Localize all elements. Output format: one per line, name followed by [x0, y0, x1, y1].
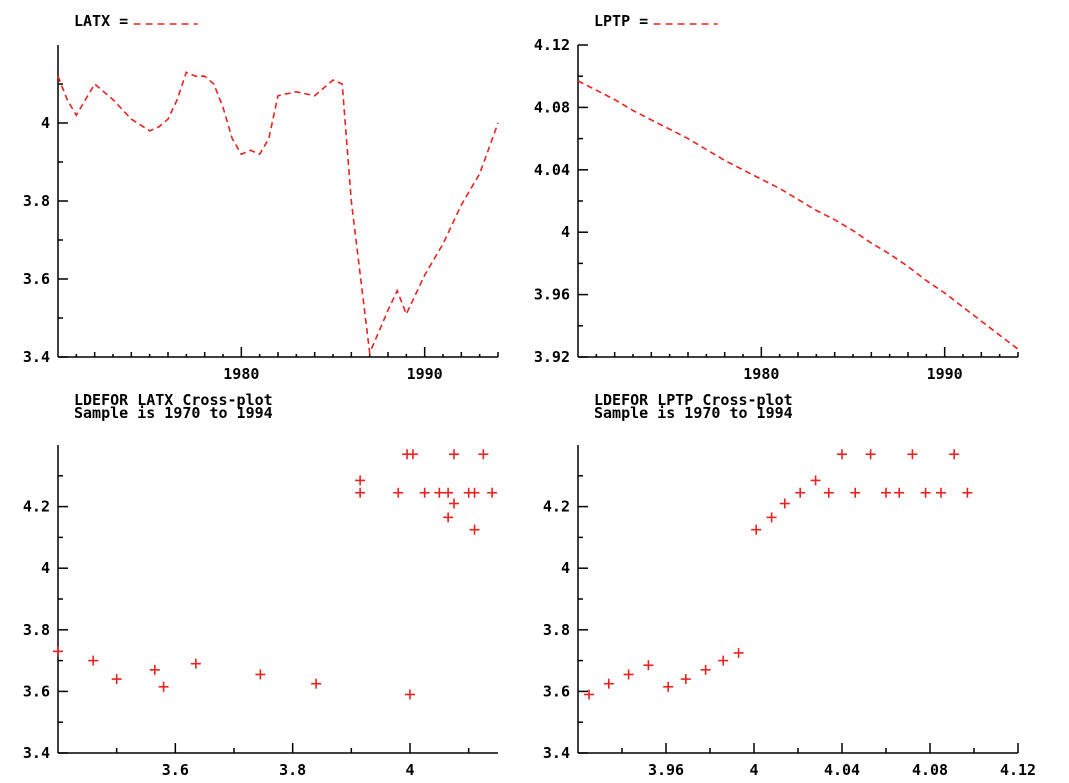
- scatter-point: [779, 498, 790, 509]
- scatter-point: [623, 669, 634, 680]
- scatter-point: [850, 487, 861, 498]
- y-tick-label: 4.2: [543, 498, 570, 516]
- scatter-point: [158, 681, 169, 692]
- scatter-point: [419, 487, 430, 498]
- series-line: [577, 80, 1019, 350]
- panel-title: LDEFOR LPTP Cross-plot: [594, 391, 793, 409]
- scatter-point: [469, 524, 480, 535]
- scatter-point: [907, 449, 918, 460]
- scatter-point: [88, 655, 99, 666]
- scatter-point: [449, 498, 459, 509]
- legend-label: LPTP =: [594, 12, 648, 30]
- x-tick-label: 3.96: [648, 761, 684, 779]
- scatter-point: [111, 674, 122, 685]
- x-tick-label: 1980: [223, 365, 259, 383]
- y-tick-label: 3.8: [543, 621, 570, 639]
- scatter-point: [962, 487, 973, 498]
- scatter-point: [393, 487, 404, 498]
- scatter-point: [920, 487, 931, 498]
- x-tick-label: 4: [405, 761, 414, 779]
- scatter-point: [663, 681, 674, 692]
- scatter-point: [190, 658, 201, 669]
- y-tick-label: 4: [561, 559, 570, 577]
- panel-3: 3.4 3.6 3.8 4 4.2 3.6 3.8 4 LDEFOR LATX Cross-pl…: [23, 391, 498, 779]
- panel-4: 3.4 3.6 3.8 4 4.2 3.96 4 4.04 4.08 4.12 LDEFOR LPT…: [543, 391, 1036, 779]
- panel-subtitle: Sample is 1970 to 1994: [74, 404, 273, 422]
- scatter-point: [837, 449, 847, 460]
- scatter-point: [407, 449, 418, 460]
- y-tick-label: 3.4: [543, 744, 570, 762]
- scatter-point: [766, 512, 777, 523]
- scatter-point: [894, 487, 905, 498]
- scatter-point: [795, 487, 806, 498]
- x-tick-label: 1980: [743, 365, 779, 383]
- y-tick-label: 4.08: [534, 98, 570, 116]
- scatter-point: [865, 449, 876, 460]
- scatter-point: [823, 487, 834, 498]
- panel-2: 3.92 3.96 4 4.04 4.08 4.12 1980 1990 LPTP =: [534, 12, 1019, 383]
- scatter-point: [355, 487, 366, 498]
- scatter-point: [355, 475, 366, 486]
- y-tick-label: 3.92: [534, 348, 570, 366]
- scatter-point: [751, 524, 762, 535]
- y-tick-label: 3.6: [23, 270, 50, 288]
- scatter-point: [405, 689, 415, 700]
- x-tick-label: 3.8: [279, 761, 306, 779]
- scatter-point: [603, 678, 614, 689]
- scatter-point: [881, 487, 891, 498]
- scatter-point: [487, 487, 498, 498]
- x-tick-label: 4.12: [1000, 761, 1036, 779]
- y-tick-label: 4.04: [534, 161, 570, 179]
- scatter-point: [478, 449, 489, 460]
- scatter-point: [680, 674, 691, 685]
- y-tick-label: 3.6: [23, 682, 50, 700]
- y-tick-label: 4.12: [534, 36, 570, 54]
- y-tick-label: 3.4: [23, 744, 50, 762]
- scatter-point: [936, 487, 946, 498]
- series-line: [57, 71, 499, 357]
- y-tick-label: 4: [561, 223, 570, 241]
- scatter-point: [584, 689, 594, 700]
- y-tick-label: 3.96: [534, 286, 570, 304]
- x-tick-label: 3.6: [162, 761, 189, 779]
- scatter-point: [700, 664, 711, 675]
- scatter-point: [949, 449, 960, 460]
- legend-label: LATX =: [74, 12, 128, 30]
- scatter-point: [733, 647, 744, 658]
- y-tick-label: 3.6: [543, 682, 570, 700]
- x-tick-label: 4.08: [912, 761, 948, 779]
- x-tick-label: 4: [749, 761, 758, 779]
- scatter-point: [311, 678, 322, 689]
- y-tick-label: 4: [41, 559, 50, 577]
- panel-1: 3.4 3.6 3.8 4 1980 1990 LATX =: [23, 12, 499, 383]
- scatter-point: [443, 487, 454, 498]
- y-tick-label: 4: [41, 114, 50, 132]
- x-tick-label: 4.04: [824, 761, 860, 779]
- scatter-point: [643, 660, 654, 671]
- y-tick-label: 3.8: [23, 192, 50, 210]
- panel-subtitle: Sample is 1970 to 1994: [594, 404, 793, 422]
- scatter-point: [149, 664, 160, 675]
- scatter-point: [434, 487, 445, 498]
- x-tick-label: 1990: [407, 365, 443, 383]
- scatter-point: [53, 646, 63, 657]
- scatter-point: [469, 487, 480, 498]
- y-tick-label: 3.8: [23, 621, 50, 639]
- x-tick-label: 1990: [927, 365, 963, 383]
- scatter-point: [255, 669, 266, 680]
- y-tick-label: 3.4: [23, 348, 50, 366]
- scatter-point: [449, 449, 459, 460]
- scatter-point: [443, 512, 454, 523]
- scatter-point: [718, 655, 729, 666]
- scatter-point: [810, 475, 821, 486]
- y-tick-label: 4.2: [23, 498, 50, 516]
- panel-title: LDEFOR LATX Cross-plot: [74, 391, 273, 409]
